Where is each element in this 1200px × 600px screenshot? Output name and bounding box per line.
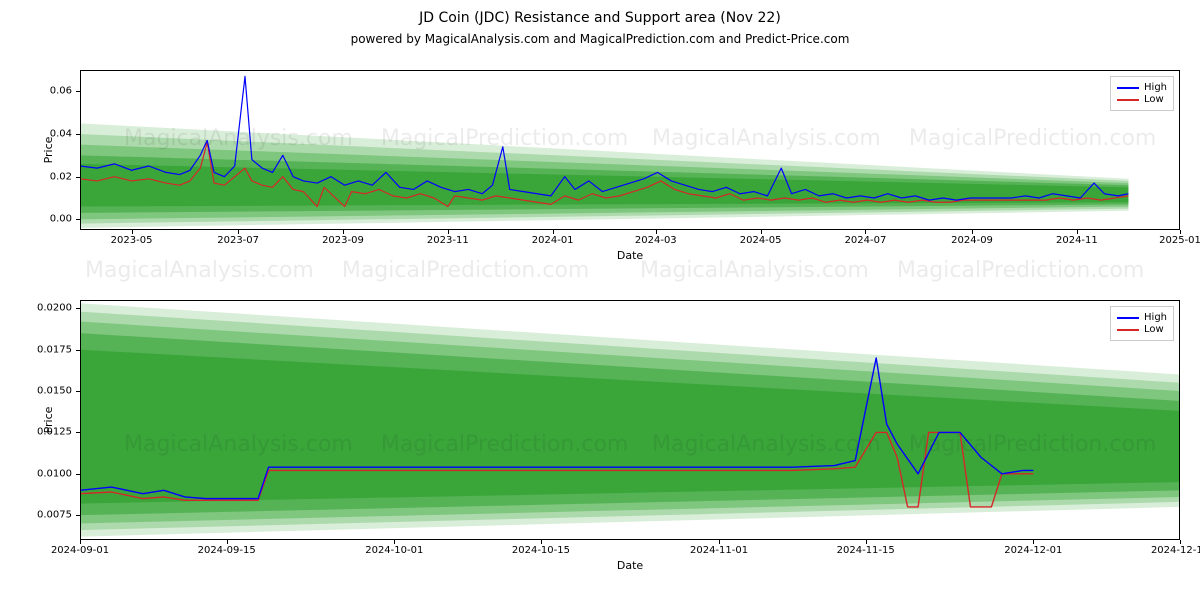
y-tick-label: 0.00 <box>50 214 72 225</box>
watermark: MagicalAnalysis.com MagicalPrediction.co… <box>640 258 1144 283</box>
y-tick-label: 0.0075 <box>37 510 72 521</box>
x-tick <box>1180 230 1181 234</box>
x-tick-label: 2023-07 <box>217 235 259 246</box>
x-tick <box>394 540 395 544</box>
y-tick-label: 0.0100 <box>37 468 72 479</box>
x-tick-label: 2024-09-15 <box>198 545 256 556</box>
legend-label: High <box>1144 82 1167 93</box>
bottom-chart: MagicalAnalysis.com MagicalPrediction.co… <box>80 300 1180 540</box>
x-tick <box>761 230 762 234</box>
x-tick <box>227 540 228 544</box>
y-tick-label: 0.0125 <box>37 427 72 438</box>
y-tick <box>76 308 80 309</box>
y-tick-label: 0.0200 <box>37 303 72 314</box>
x-tick-label: 2024-03 <box>635 235 677 246</box>
x-tick <box>238 230 239 234</box>
x-tick-label: 2024-01 <box>532 235 574 246</box>
figure: JD Coin (JDC) Resistance and Support are… <box>0 0 1200 600</box>
x-tick-label: 2024-11-01 <box>690 545 748 556</box>
legend-item: Low <box>1117 324 1167 335</box>
x-tick <box>865 230 866 234</box>
legend-item: High <box>1117 312 1167 323</box>
x-tick <box>972 230 973 234</box>
x-tick <box>541 540 542 544</box>
x-tick <box>656 230 657 234</box>
x-tick-label: 2024-10-01 <box>365 545 423 556</box>
x-tick-label: 2023-09 <box>322 235 364 246</box>
x-tick-label: 2024-12-15 <box>1151 545 1200 556</box>
top-chart-canvas <box>80 70 1180 230</box>
y-tick <box>76 134 80 135</box>
watermark: MagicalAnalysis.com MagicalPrediction.co… <box>85 258 589 283</box>
legend-swatch <box>1117 87 1139 89</box>
y-tick-label: 0.02 <box>50 171 72 182</box>
y-tick <box>76 432 80 433</box>
legend-label: Low <box>1144 324 1164 335</box>
x-tick-label: 2025-01 <box>1159 235 1200 246</box>
legend-swatch <box>1117 329 1139 331</box>
x-tick <box>719 540 720 544</box>
x-axis-label: Date <box>617 249 643 262</box>
chart-title: JD Coin (JDC) Resistance and Support are… <box>0 10 1200 26</box>
legend-item: Low <box>1117 94 1167 105</box>
x-tick <box>1033 540 1034 544</box>
x-tick <box>553 230 554 234</box>
legend-swatch <box>1117 317 1139 319</box>
x-tick-label: 2024-07 <box>845 235 887 246</box>
x-tick-label: 2024-09-01 <box>51 545 109 556</box>
y-tick <box>76 474 80 475</box>
legend-label: High <box>1144 312 1167 323</box>
x-tick <box>1180 540 1181 544</box>
y-tick-label: 0.0150 <box>37 386 72 397</box>
y-tick-label: 0.06 <box>50 86 72 97</box>
x-tick-label: 2024-12-01 <box>1004 545 1062 556</box>
x-tick-label: 2024-11 <box>1056 235 1098 246</box>
y-tick <box>76 177 80 178</box>
y-tick <box>76 391 80 392</box>
x-tick-label: 2024-11-15 <box>837 545 895 556</box>
x-tick-label: 2023-11 <box>427 235 469 246</box>
y-tick <box>76 219 80 220</box>
x-tick <box>80 540 81 544</box>
x-tick <box>343 230 344 234</box>
x-tick <box>1077 230 1078 234</box>
x-tick <box>132 230 133 234</box>
x-tick-label: 2024-05 <box>740 235 782 246</box>
x-tick <box>866 540 867 544</box>
legend-label: Low <box>1144 94 1164 105</box>
y-tick <box>76 515 80 516</box>
top-chart: MagicalAnalysis.com MagicalPrediction.co… <box>80 70 1180 230</box>
x-axis-label: Date <box>617 559 643 572</box>
legend: HighLow <box>1110 76 1174 111</box>
x-tick <box>448 230 449 234</box>
bottom-chart-canvas <box>80 300 1180 540</box>
y-tick-label: 0.04 <box>50 129 72 140</box>
y-tick <box>76 91 80 92</box>
y-tick <box>76 350 80 351</box>
chart-subtitle: powered by MagicalAnalysis.com and Magic… <box>0 32 1200 46</box>
x-tick-label: 2024-09 <box>951 235 993 246</box>
legend-swatch <box>1117 99 1139 101</box>
legend: HighLow <box>1110 306 1174 341</box>
y-axis-label: Price <box>42 137 55 164</box>
x-tick-label: 2024-10-15 <box>512 545 570 556</box>
legend-item: High <box>1117 82 1167 93</box>
y-tick-label: 0.0175 <box>37 344 72 355</box>
x-tick-label: 2023-05 <box>111 235 153 246</box>
